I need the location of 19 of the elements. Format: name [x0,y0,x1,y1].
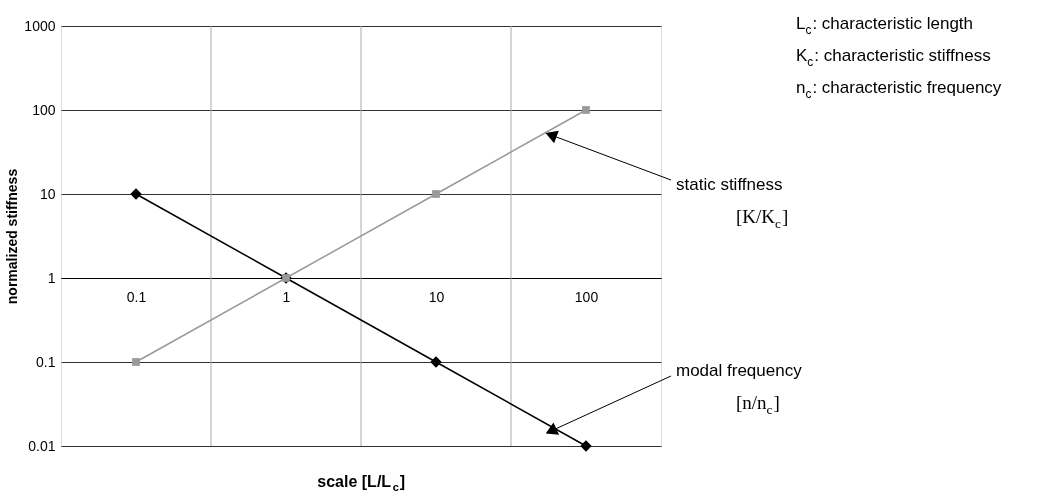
text: modal frequency [676,361,803,380]
x-tick-label: 0.1 [126,288,147,305]
y-tick-label: 100 [32,101,56,118]
x-tick-label: 1 [282,288,291,305]
point [430,356,442,368]
point [582,106,590,114]
x-tick-label: 100 [574,288,599,305]
text: static stiffness [676,175,783,194]
y-tick-label: 1 [47,269,56,286]
point [432,190,440,198]
y-tick-label: 10 [39,185,56,202]
point [130,188,142,200]
y-axis-title: normalized stiffness [4,168,21,305]
x-tick-label: 10 [428,288,445,305]
point [580,440,592,452]
y-tick-label: 0.01 [28,437,56,454]
y-tick-label: 1000 [24,17,56,34]
point [132,358,140,366]
y-tick-label: 0.1 [36,353,56,370]
